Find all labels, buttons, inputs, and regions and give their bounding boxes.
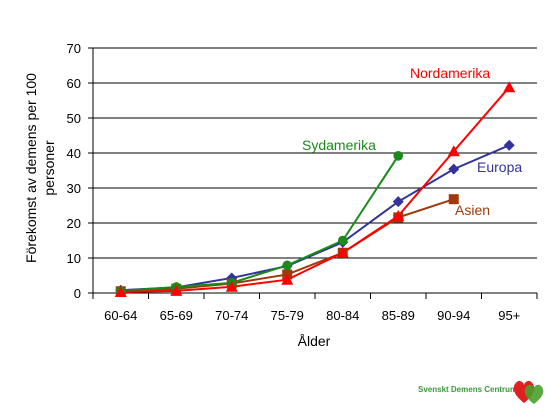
x-tick-label: 90-94: [437, 308, 470, 323]
asien-data-point: [448, 194, 459, 205]
x-tick-label: 60-64: [104, 308, 137, 323]
x-tick-label: 85-89: [382, 308, 415, 323]
nordamerika-data-point: [336, 246, 349, 258]
nordamerika-line: [120, 86, 511, 293]
nordamerika-data-point: [281, 273, 294, 285]
axes: [88, 47, 538, 299]
nordamerika-data-point: [392, 210, 405, 221]
nordamerika-data-point: [114, 285, 127, 297]
nordamerika-data-point: [170, 284, 183, 296]
nordamerika-data-point: [447, 145, 460, 157]
y-tick-label: 30: [67, 181, 81, 196]
series-label-nordamerika: Nordamerika: [410, 65, 490, 81]
y-tick-labels: 0 10 20 30 40 50 60 70: [67, 41, 81, 301]
x-tick-labels: 60-64 65-69 70-74 75-79 80-84 85-89 90-94 95+: [104, 308, 520, 323]
sydamerika-line: [120, 155, 400, 292]
logo-text: Svenskt Demens Centrum: [418, 385, 518, 394]
y-tick-label: 20: [67, 216, 81, 231]
logo: Svenskt Demens Centrum: [418, 377, 548, 407]
y-tick-label: 70: [67, 41, 81, 56]
gridlines: [93, 47, 537, 259]
europa-data-point: [448, 163, 460, 175]
sydamerika-data-point: [282, 260, 293, 271]
nordamerika-data-point: [225, 280, 238, 292]
y-tick-label: 40: [67, 146, 81, 161]
nordamerika-data-point: [503, 81, 516, 93]
x-tick-label: 80-84: [326, 308, 359, 323]
x-axis-title: Ålder: [298, 333, 331, 349]
europa-data-point: [392, 196, 404, 208]
series-label-asien: Asien: [455, 202, 490, 218]
series-label-europa: Europa: [477, 159, 522, 175]
europa-data-point: [503, 139, 515, 151]
x-tick-label: 70-74: [215, 308, 248, 323]
y-tick-label: 0: [74, 286, 81, 301]
y-axis-title-line2: personer: [41, 140, 57, 196]
sydamerika-data-point: [393, 151, 404, 161]
logo-hearts-icon: [513, 381, 544, 404]
series-markers: [114, 81, 516, 297]
x-tick-label: 95+: [498, 308, 520, 323]
y-tick-label: 10: [67, 251, 81, 266]
y-tick-label: 50: [67, 111, 81, 126]
y-tick-label: 60: [67, 76, 81, 91]
sydamerika-data-point: [337, 235, 348, 246]
x-tick-label: 65-69: [160, 308, 193, 323]
x-tick-label: 75-79: [271, 308, 304, 323]
y-axis-title-line1: Förekomst av demens per 100: [23, 73, 39, 263]
series-label-sydamerika: Sydamerika: [302, 137, 376, 153]
series-labels: Europa Asien Sydamerika Nordamerika: [302, 65, 522, 218]
